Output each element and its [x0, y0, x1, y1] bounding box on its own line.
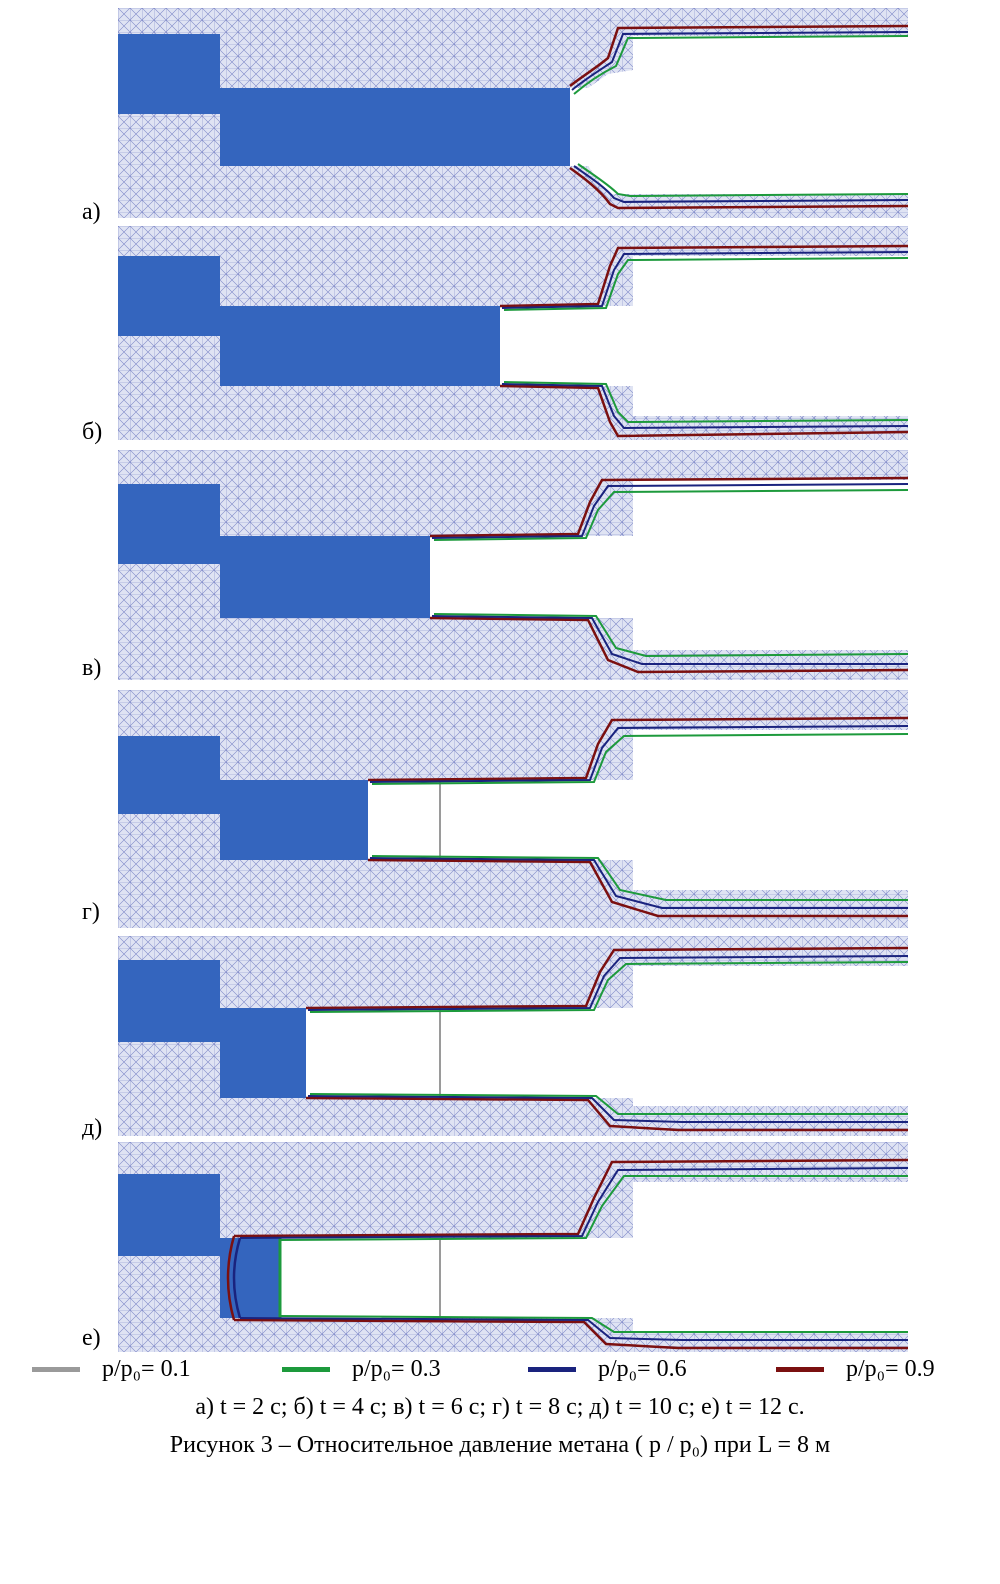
legend-swatch-0.6 [528, 1366, 576, 1372]
legend-label: p/p₀= 0.6 [598, 1355, 687, 1382]
legend-item: p/p₀= 0.1 [32, 1354, 191, 1384]
legend-label: p/p₀= 0.9 [846, 1355, 935, 1382]
legend-item: p/p₀= 0.6 [528, 1354, 687, 1384]
panel-label-c: в) [82, 655, 102, 681]
legend: p/p₀= 0.1 p/p₀= 0.3 p/p₀= 0.6 p/p₀= 0.9 [0, 1354, 1000, 1388]
legend-label: p/p₀= 0.1 [102, 1355, 191, 1382]
legend-item: p/p₀= 0.9 [776, 1354, 935, 1384]
panel-f [118, 1142, 908, 1352]
panel-b [118, 226, 908, 440]
panel-label-f: е) [82, 1325, 101, 1351]
figure-caption: Рисунок 3 – Относительное давление метан… [169, 1432, 831, 1458]
legend-swatch-0.1 [32, 1366, 80, 1372]
panel-c [118, 450, 908, 680]
panel-label-e: д) [82, 1115, 103, 1141]
legend-swatch-0.3 [282, 1366, 330, 1372]
panel-label-a: а) [82, 199, 101, 225]
legend-label: p/p₀= 0.3 [352, 1355, 441, 1382]
panel-label-b: б) [82, 419, 103, 445]
panel-e [118, 936, 908, 1136]
panel-a [118, 8, 908, 218]
legend-swatch-0.9 [776, 1366, 824, 1372]
panel-d [118, 690, 908, 928]
times-caption: а) t = 2 с; б) t = 4 с; в) t = 6 с; г) t… [195, 1394, 805, 1420]
legend-item: p/p₀= 0.3 [282, 1354, 441, 1384]
panel-label-d: г) [82, 899, 100, 925]
